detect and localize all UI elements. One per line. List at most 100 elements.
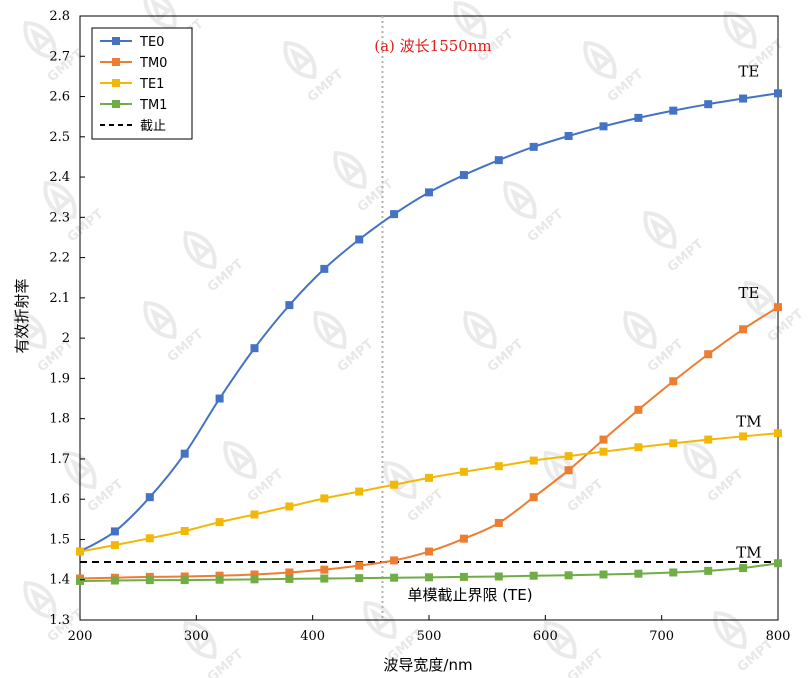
watermark-logo-icon bbox=[313, 311, 347, 349]
watermark-logo-icon bbox=[23, 21, 57, 59]
data-point-tm1 bbox=[774, 559, 782, 568]
series-tm1 bbox=[76, 559, 782, 585]
data-point-tm1 bbox=[76, 576, 84, 585]
x-tick-label: 700 bbox=[649, 629, 674, 644]
watermark-logo-icon bbox=[383, 461, 417, 499]
data-point-te1 bbox=[774, 429, 782, 438]
data-point-te1 bbox=[145, 534, 154, 543]
watermark-text: GMPT bbox=[335, 337, 377, 376]
watermark: GMPT bbox=[223, 441, 287, 506]
data-point-tm0 bbox=[704, 350, 713, 359]
legend-item: TE1 bbox=[100, 77, 164, 92]
watermark-logo-icon bbox=[743, 281, 777, 319]
y-tick-label: 2.8 bbox=[49, 9, 70, 24]
data-point-te0 bbox=[494, 156, 503, 165]
watermark-text: GMPT bbox=[355, 177, 397, 216]
data-point-tm1 bbox=[634, 569, 643, 578]
data-point-tm1 bbox=[215, 575, 224, 584]
watermark-text: GMPT bbox=[485, 337, 527, 376]
data-point-tm1 bbox=[494, 572, 503, 581]
watermark: GMPT bbox=[333, 151, 397, 216]
watermark-logo-icon bbox=[583, 41, 617, 79]
y-tick-label: 1.4 bbox=[49, 573, 70, 588]
data-point-tm1 bbox=[285, 574, 294, 583]
watermark-logo-icon bbox=[463, 311, 497, 349]
watermark-text: GMPT bbox=[85, 477, 127, 516]
data-point-te0 bbox=[599, 122, 608, 131]
data-point-te1 bbox=[250, 510, 259, 519]
watermark: GMPT bbox=[453, 1, 517, 65]
watermark-logo-icon bbox=[713, 611, 747, 649]
data-point-tm0 bbox=[634, 405, 643, 414]
data-point-te1 bbox=[320, 494, 329, 503]
watermark-logo-icon bbox=[23, 581, 57, 619]
legend-label: TM1 bbox=[139, 98, 167, 113]
data-point-te1 bbox=[529, 456, 538, 465]
data-point-tm1 bbox=[145, 576, 154, 585]
data-point-te0 bbox=[215, 394, 224, 403]
legend-item: TM1 bbox=[100, 98, 167, 113]
y-tick-label: 1.8 bbox=[49, 412, 70, 427]
data-point-tm0 bbox=[669, 377, 678, 386]
watermark-logo-icon bbox=[543, 621, 577, 659]
data-point-tm1 bbox=[390, 573, 399, 582]
x-tick-label: 400 bbox=[300, 629, 325, 644]
data-point-tm1 bbox=[704, 566, 713, 575]
watermark-logo-icon bbox=[333, 151, 367, 189]
data-point-te0 bbox=[285, 301, 294, 310]
data-point-tm1 bbox=[529, 571, 538, 580]
watermark-logo-icon bbox=[223, 441, 257, 479]
y-tick-label: 2.4 bbox=[49, 170, 70, 185]
data-point-tm1 bbox=[355, 574, 364, 583]
data-point-te1 bbox=[390, 480, 399, 489]
watermark-logo-icon bbox=[143, 301, 177, 339]
data-point-te1 bbox=[459, 467, 468, 476]
data-point-te1 bbox=[76, 547, 84, 556]
data-point-te0 bbox=[564, 131, 573, 140]
data-point-tm0 bbox=[564, 466, 573, 475]
data-point-tm0 bbox=[285, 568, 294, 577]
curve-label: TM bbox=[736, 544, 761, 562]
data-point-te0 bbox=[250, 344, 259, 353]
chart-title: (a) 波长1550nm bbox=[374, 37, 491, 55]
watermark: GMPT bbox=[143, 301, 207, 366]
watermark-logo-icon bbox=[183, 231, 217, 269]
legend-item: TM0 bbox=[100, 56, 167, 71]
watermark-text: GMPT bbox=[645, 337, 687, 376]
watermark-text: GMPT bbox=[205, 647, 247, 678]
legend-swatch-marker bbox=[112, 100, 120, 108]
watermark-logo-icon bbox=[283, 41, 317, 79]
legend-label: 截止 bbox=[140, 119, 166, 134]
series-te0 bbox=[76, 89, 782, 556]
legend-item: TE0 bbox=[100, 35, 164, 50]
data-point-tm1 bbox=[599, 570, 608, 579]
data-point-te0 bbox=[704, 100, 713, 109]
data-point-tm1 bbox=[739, 564, 748, 573]
data-point-te0 bbox=[459, 171, 468, 180]
data-point-tm1 bbox=[110, 576, 119, 585]
data-point-tm0 bbox=[774, 303, 782, 312]
curve-label: TE bbox=[738, 62, 759, 80]
series-tm0 bbox=[76, 303, 782, 583]
data-point-tm0 bbox=[250, 570, 259, 579]
data-point-tm0 bbox=[739, 325, 748, 334]
y-tick-label: 2.3 bbox=[49, 210, 70, 225]
y-tick-label: 2.5 bbox=[49, 130, 70, 145]
watermark-text: GMPT bbox=[165, 327, 207, 366]
x-tick-label: 500 bbox=[417, 629, 442, 644]
y-tick-label: 1.6 bbox=[49, 492, 70, 507]
data-point-te0 bbox=[529, 142, 538, 151]
legend-swatch-marker bbox=[112, 79, 120, 87]
data-point-te0 bbox=[669, 106, 678, 115]
data-point-te0 bbox=[774, 89, 782, 98]
watermark-logo-icon bbox=[43, 181, 77, 219]
watermark-text: GMPT bbox=[245, 467, 287, 506]
watermark-logo-icon bbox=[623, 311, 657, 349]
data-point-te1 bbox=[634, 443, 643, 452]
data-point-tm0 bbox=[494, 518, 503, 527]
watermark-text: GMPT bbox=[405, 487, 447, 526]
watermark-text: GMPT bbox=[305, 67, 347, 106]
data-point-te0 bbox=[390, 210, 399, 219]
data-point-te0 bbox=[425, 188, 433, 197]
